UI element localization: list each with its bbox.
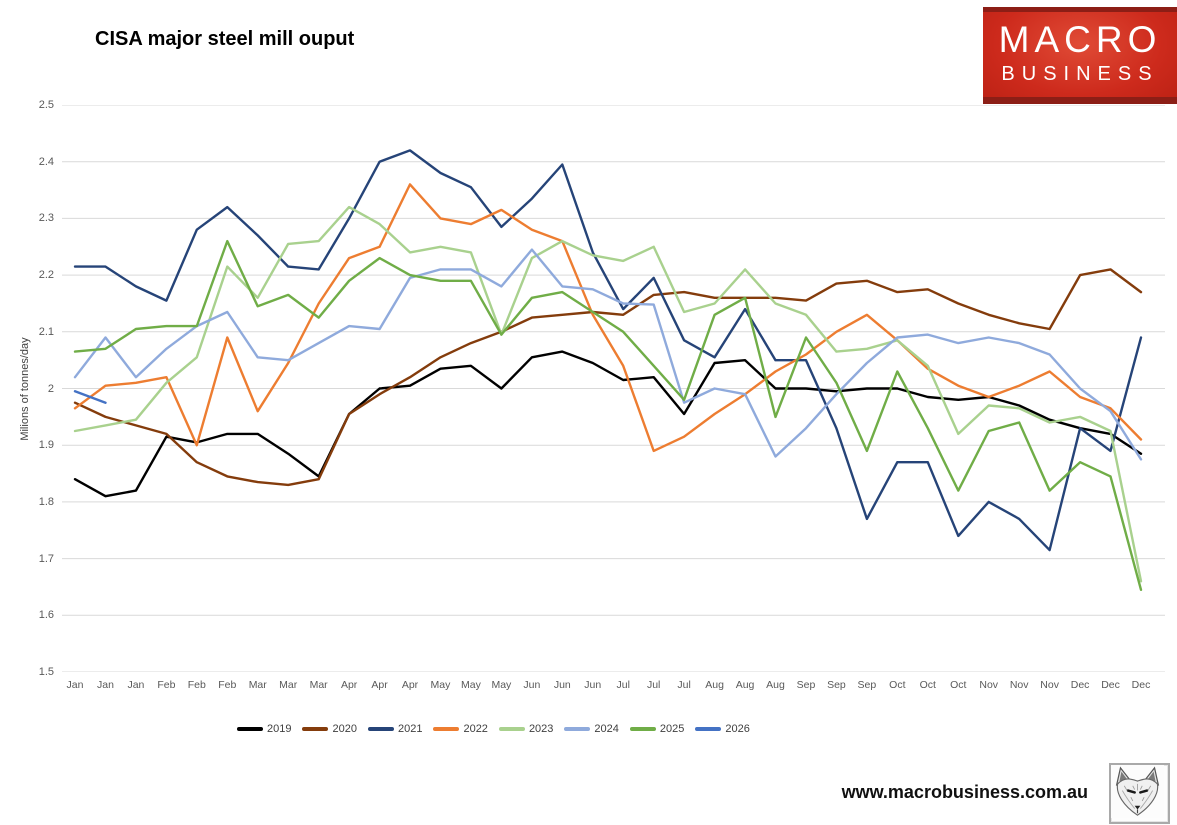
legend-label: 2022: [463, 723, 488, 735]
x-tick-label: Jul: [616, 679, 630, 691]
legend-label: 2025: [659, 723, 685, 735]
y-tick-label: 1.9: [38, 439, 54, 452]
x-tick-label: Jul: [646, 679, 661, 691]
x-tick-label: Feb: [218, 679, 237, 691]
legend-swatch-2025: [629, 727, 656, 731]
x-tick-label: Mar: [248, 679, 267, 691]
y-tick-label: 2.5: [38, 99, 54, 111]
legend-label: 2023: [528, 723, 554, 735]
legend-swatch-2024: [564, 727, 591, 731]
legend-label: 2019: [267, 723, 292, 735]
y-tick-label: 2.4: [38, 155, 54, 168]
fox-logo: [1109, 763, 1170, 824]
x-tick-label: Nov: [979, 679, 999, 691]
series-line-2021: [73, 149, 1143, 552]
legend-swatch-2021: [367, 727, 394, 731]
legend-label: 2026: [725, 723, 750, 735]
legend-item-2026: 2026: [695, 723, 750, 735]
chart-title: CISA major steel mill ouput: [95, 28, 355, 50]
legend-label: 2020: [332, 723, 357, 735]
y-tick-label: 1.8: [38, 495, 54, 508]
legend-swatch-2022: [433, 727, 460, 731]
legend-swatch-2020: [302, 727, 329, 731]
plot-area: [62, 105, 1165, 672]
y-tick-label: 1.7: [38, 552, 54, 565]
legend-label: 2024: [594, 723, 619, 735]
macrobusiness-logo: MACRO BUSINESS: [983, 7, 1177, 104]
x-tick-label: Nov: [1009, 679, 1029, 691]
x-tick-label: Aug: [766, 679, 785, 691]
x-tick-label: Jun: [553, 679, 571, 691]
legend-item-2022: 2022: [433, 723, 488, 735]
x-tick-label: Apr: [371, 679, 388, 691]
x-tick-label: Jun: [523, 679, 541, 691]
x-tick-label: May: [491, 679, 512, 691]
y-tick-label: 2.1: [38, 325, 54, 338]
legend-item-2025: 2025: [629, 723, 685, 735]
x-tick-label: Jan: [96, 679, 114, 691]
x-tick-label: Oct: [950, 679, 967, 691]
y-tick-label: 2.3: [38, 212, 54, 225]
legend-item-2019: 2019: [237, 723, 291, 735]
x-tick-label: Oct: [889, 679, 906, 691]
x-tick-label: Oct: [919, 679, 936, 691]
x-tick-label: Jul: [677, 679, 691, 691]
website-url: www.macrobusiness.com.au: [841, 782, 1088, 802]
x-tick-label: Dec: [1101, 679, 1120, 691]
x-tick-label: Sep: [857, 679, 877, 691]
series-line-2024: [73, 248, 1143, 461]
y-tick-label: 2: [47, 382, 54, 395]
x-tick-label: Apr: [340, 679, 358, 691]
fox-sketch-icon: [1111, 765, 1164, 818]
x-tick-label: Mar: [279, 679, 298, 691]
x-tick-label: Jan: [66, 679, 84, 691]
logo-text-business: BUSINESS: [1001, 63, 1159, 85]
legend-item-2024: 2024: [564, 723, 619, 735]
x-tick-label: Dec: [1070, 679, 1090, 691]
series-line-2022: [73, 183, 1143, 453]
legend-item-2023: 2023: [498, 723, 554, 735]
y-tick-label: 2.2: [38, 269, 54, 282]
series-line-2020: [73, 268, 1143, 487]
x-tick-label: Sep: [827, 679, 846, 691]
legend-swatch-2026: [695, 727, 722, 731]
x-tick-label: Feb: [157, 679, 176, 691]
x-tick-label: Sep: [796, 679, 816, 691]
legend-item-2020: 2020: [302, 723, 357, 735]
series-line-2025: [73, 239, 1143, 591]
x-tick-label: Aug: [705, 679, 724, 691]
series-line-2026: [73, 390, 107, 404]
x-tick-label: Nov: [1040, 679, 1059, 691]
y-tick-label: 1.6: [38, 609, 54, 622]
legend-swatch-2019: [237, 727, 263, 731]
y-tick-label: 1.5: [38, 666, 54, 678]
legend-item-2021: 2021: [367, 723, 423, 735]
logo-text-macro: MACRO: [998, 19, 1162, 60]
x-tick-label: May: [461, 679, 481, 691]
x-tick-label: Feb: [187, 679, 206, 691]
x-tick-label: Mar: [309, 679, 328, 691]
series-line-2019: [73, 350, 1143, 498]
x-tick-label: Jun: [584, 679, 602, 691]
legend-swatch-2023: [498, 727, 525, 731]
x-tick-label: Apr: [401, 679, 419, 691]
legend-label: 2021: [397, 723, 423, 735]
x-tick-label: May: [430, 679, 451, 691]
legend: 2019 2020 2021 2022 2023 2024 2025 2026: [237, 723, 761, 735]
x-tick-label: Dec: [1131, 679, 1151, 691]
x-tick-label: Aug: [735, 679, 755, 691]
x-tick-label: Jan: [127, 679, 145, 691]
